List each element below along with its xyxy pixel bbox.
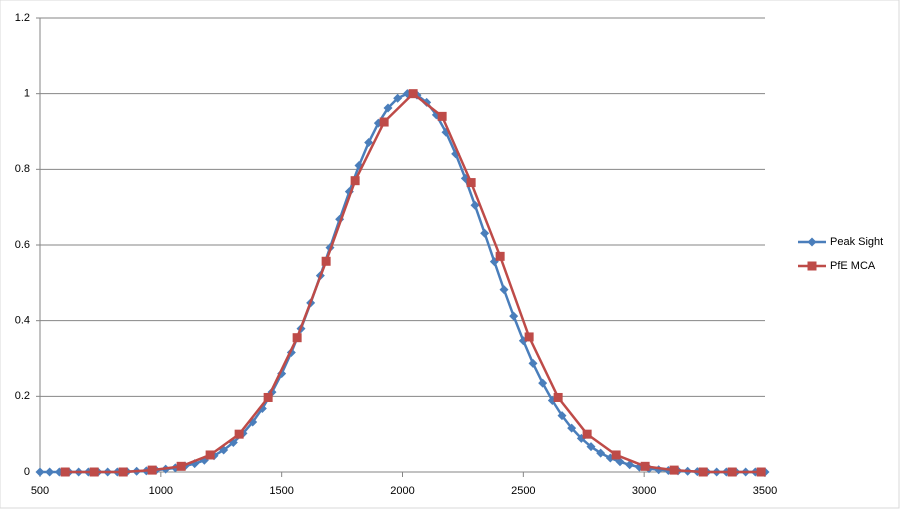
x-tick-label: 1500 [269,485,293,497]
marker [567,423,577,433]
y-tick-label: 0.8 [15,163,30,175]
marker [509,311,519,321]
marker [408,89,418,99]
marker [596,448,606,458]
marker [470,200,480,210]
y-tick-label: 0.6 [15,239,30,251]
marker [393,93,403,103]
marker [553,392,563,402]
marker [118,467,128,477]
marker [615,457,625,467]
marker [35,467,45,477]
marker [586,442,596,452]
marker [557,411,567,421]
marker [495,251,505,261]
x-tick-label: 2500 [511,485,535,497]
marker [807,261,817,271]
marker [437,111,447,121]
x-tick-label: 1000 [149,485,173,497]
x-tick-label: 2000 [390,485,414,497]
y-tick-label: 0.2 [15,390,30,402]
marker [45,467,55,477]
y-tick-label: 1.2 [15,12,30,24]
marker [669,465,679,475]
marker [640,461,650,471]
marker [499,285,509,295]
x-tick-label: 500 [31,485,49,497]
marker [364,137,374,147]
legend-label: PfE MCA [830,260,876,272]
y-tick-label: 0.4 [15,315,30,327]
marker [582,429,592,439]
marker [147,465,157,475]
legend-label: Peak Sight [830,236,883,248]
marker [89,467,99,477]
marker [292,333,302,343]
x-tick-label: 3500 [753,485,777,497]
marker [698,467,708,477]
y-tick-label: 0 [24,466,30,478]
marker [538,378,548,388]
marker [60,467,70,477]
marker [524,332,534,342]
x-tick-label: 3000 [632,485,656,497]
marker [611,450,621,460]
marker [756,467,766,477]
marker [383,103,393,113]
marker [807,237,817,247]
marker [176,461,186,471]
marker [350,176,360,186]
marker [625,460,635,470]
marker [234,429,244,439]
marker [321,256,331,266]
y-tick-label: 1 [24,88,30,100]
marker [466,178,476,188]
marker [379,117,389,127]
marker [727,467,737,477]
marker [263,392,273,402]
marker [205,450,215,460]
marker [480,228,490,238]
marker [528,358,538,368]
